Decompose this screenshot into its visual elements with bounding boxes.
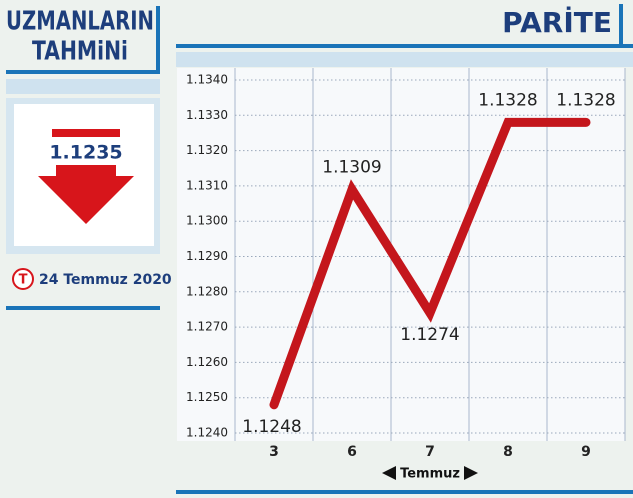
chart-title: PARİTE [502,5,612,39]
x-tick-label: 6 [347,444,357,460]
band [176,52,633,67]
arrow-right [464,466,478,480]
x-axis-label: Temmuz [400,467,460,482]
x-tick-label: 9 [581,444,591,460]
y-tick-label: 1.1300 [186,214,228,228]
data-label: 1.1274 [400,325,459,345]
y-tick-label: 1.1240 [186,426,228,440]
band [6,79,160,94]
data-label: 1.1328 [478,90,537,110]
y-tick-label: 1.1250 [186,390,228,404]
data-label: 1.1309 [322,157,381,177]
y-tick-label: 1.1280 [186,284,228,298]
forecast-bg [52,139,120,165]
sidebar-title: TAHMiNi [32,37,128,67]
data-label: 1.1328 [556,90,615,110]
y-tick-label: 1.1290 [186,249,228,263]
line [269,117,591,410]
sidebar-title: UZMANLARIN [6,7,154,37]
plot-area [177,68,625,441]
logo-letter: T [19,273,28,288]
x-tick-label: 8 [503,444,513,460]
x-tick-label: 3 [269,444,279,460]
arrow-left [382,466,396,480]
y-tick-label: 1.1270 [186,320,228,334]
data-label: 1.1248 [242,417,301,437]
logo [12,268,34,290]
date: 24 Temmuz 2020 [39,272,172,288]
arrow-bar [52,129,120,137]
x-tick-label: 7 [425,444,435,460]
forecast-value: 1.1235 [49,142,122,164]
y-tick-label: 1.1330 [186,108,228,122]
y-tick-label: 1.1260 [186,355,228,369]
y-tick-label: 1.1320 [186,143,228,157]
y-tick-label: 1.1310 [186,178,228,192]
y-tick-label: 1.1340 [186,73,228,87]
